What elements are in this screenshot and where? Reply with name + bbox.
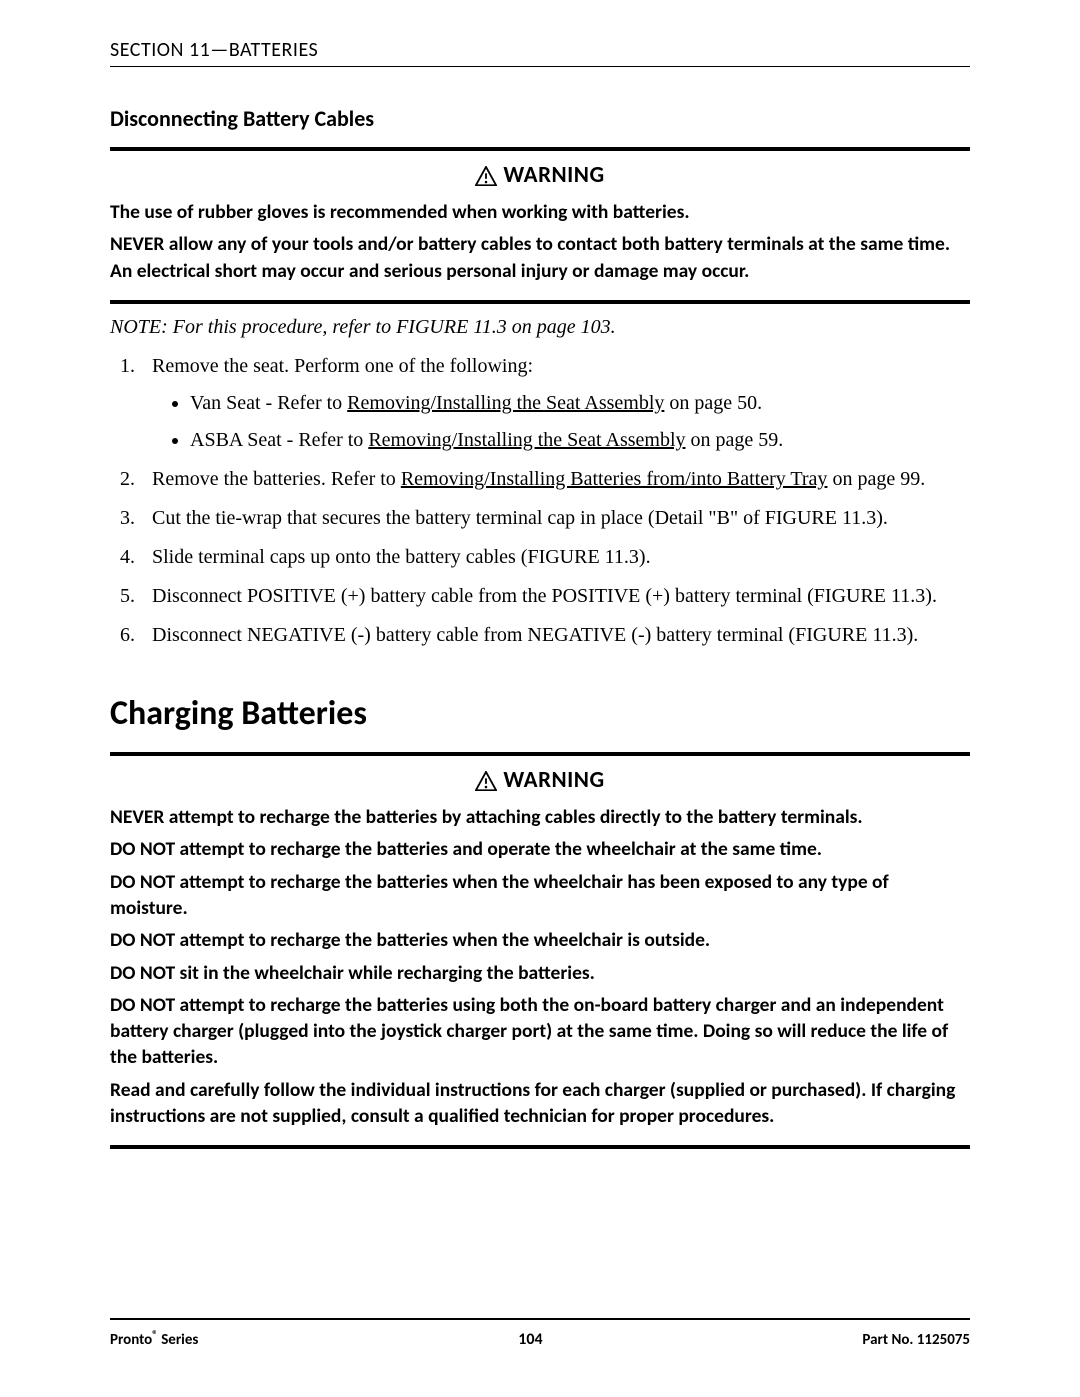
bullet-text: on page 50. xyxy=(664,392,762,414)
warning-para: NEVER attempt to recharge the batteries … xyxy=(110,804,970,830)
footer-product-name: Pronto xyxy=(110,1331,152,1349)
step-2: Remove the batteries. Refer to Removing/… xyxy=(140,466,970,493)
part-number: Part No. 1125075 xyxy=(862,1331,970,1349)
warning-para: Read and carefully follow the individual… xyxy=(110,1077,970,1130)
step-3: Cut the tie-wrap that secures the batter… xyxy=(140,505,970,532)
bullet-text: Van Seat - Refer to xyxy=(190,392,347,414)
footer-product: Pronto® Series xyxy=(110,1328,198,1349)
note-text: NOTE: For this procedure, refer to FIGUR… xyxy=(110,316,970,339)
warning-text-1: The use of rubber gloves is recommended … xyxy=(110,199,970,284)
warning-header-1: WARNING xyxy=(110,161,970,189)
link-removing-batteries[interactable]: Removing/Installing Batteries from/into … xyxy=(401,468,828,490)
warning-para: NEVER allow any of your tools and/or bat… xyxy=(110,231,970,284)
procedure-steps: Remove the seat. Perform one of the foll… xyxy=(110,353,970,649)
step-5: Disconnect POSITIVE (+) battery cable fr… xyxy=(140,583,970,610)
warning-para: DO NOT attempt to recharge the batteries… xyxy=(110,992,970,1071)
link-removing-seat-50[interactable]: Removing/Installing the Seat Assembly xyxy=(347,392,664,414)
step-2-pre: Remove the batteries. Refer to xyxy=(152,468,401,490)
warning-triangle-icon xyxy=(475,165,497,185)
warning-header-2: WARNING xyxy=(110,766,970,794)
warning-text-2: NEVER attempt to recharge the batteries … xyxy=(110,804,970,1129)
step-1-bullets: Van Seat - Refer to Removing/Installing … xyxy=(152,390,970,454)
step-6: Disconnect NEGATIVE (-) battery cable fr… xyxy=(140,622,970,649)
warning-triangle-icon xyxy=(475,770,497,790)
warning-para: DO NOT sit in the wheelchair while recha… xyxy=(110,960,970,986)
warning-para: DO NOT attempt to recharge the batteries… xyxy=(110,927,970,953)
heading-charging-batteries: Charging Batteries xyxy=(110,693,970,734)
step-4: Slide terminal caps up onto the battery … xyxy=(140,544,970,571)
warning-para: The use of rubber gloves is recommended … xyxy=(110,199,970,225)
warning-block-2: WARNING NEVER attempt to recharge the ba… xyxy=(110,752,970,1149)
bullet-text: ASBA Seat - Refer to xyxy=(190,429,368,451)
warning-label-1: WARNING xyxy=(503,161,604,189)
footer-product-suffix: Series xyxy=(158,1331,199,1349)
link-removing-seat-59[interactable]: Removing/Installing the Seat Assembly xyxy=(368,429,685,451)
warning-para: DO NOT attempt to recharge the batteries… xyxy=(110,869,970,922)
step-1-lead: Remove the seat. Perform one of the foll… xyxy=(152,355,533,377)
section-header: SECTION 11—BATTERIES xyxy=(110,38,970,67)
bullet-van-seat: Van Seat - Refer to Removing/Installing … xyxy=(190,390,970,417)
bullet-asba-seat: ASBA Seat - Refer to Removing/Installing… xyxy=(190,427,970,454)
page-number: 104 xyxy=(518,1330,542,1349)
bullet-text: on page 59. xyxy=(686,429,784,451)
step-2-post: on page 99. xyxy=(827,468,925,490)
warning-para: DO NOT attempt to recharge the batteries… xyxy=(110,836,970,862)
page-footer: Pronto® Series 104 Part No. 1125075 xyxy=(110,1318,970,1349)
subsection-title-disconnecting: Disconnecting Battery Cables xyxy=(110,105,970,132)
warning-block-1: WARNING The use of rubber gloves is reco… xyxy=(110,147,970,304)
warning-label-2: WARNING xyxy=(503,766,604,794)
step-1: Remove the seat. Perform one of the foll… xyxy=(140,353,970,454)
